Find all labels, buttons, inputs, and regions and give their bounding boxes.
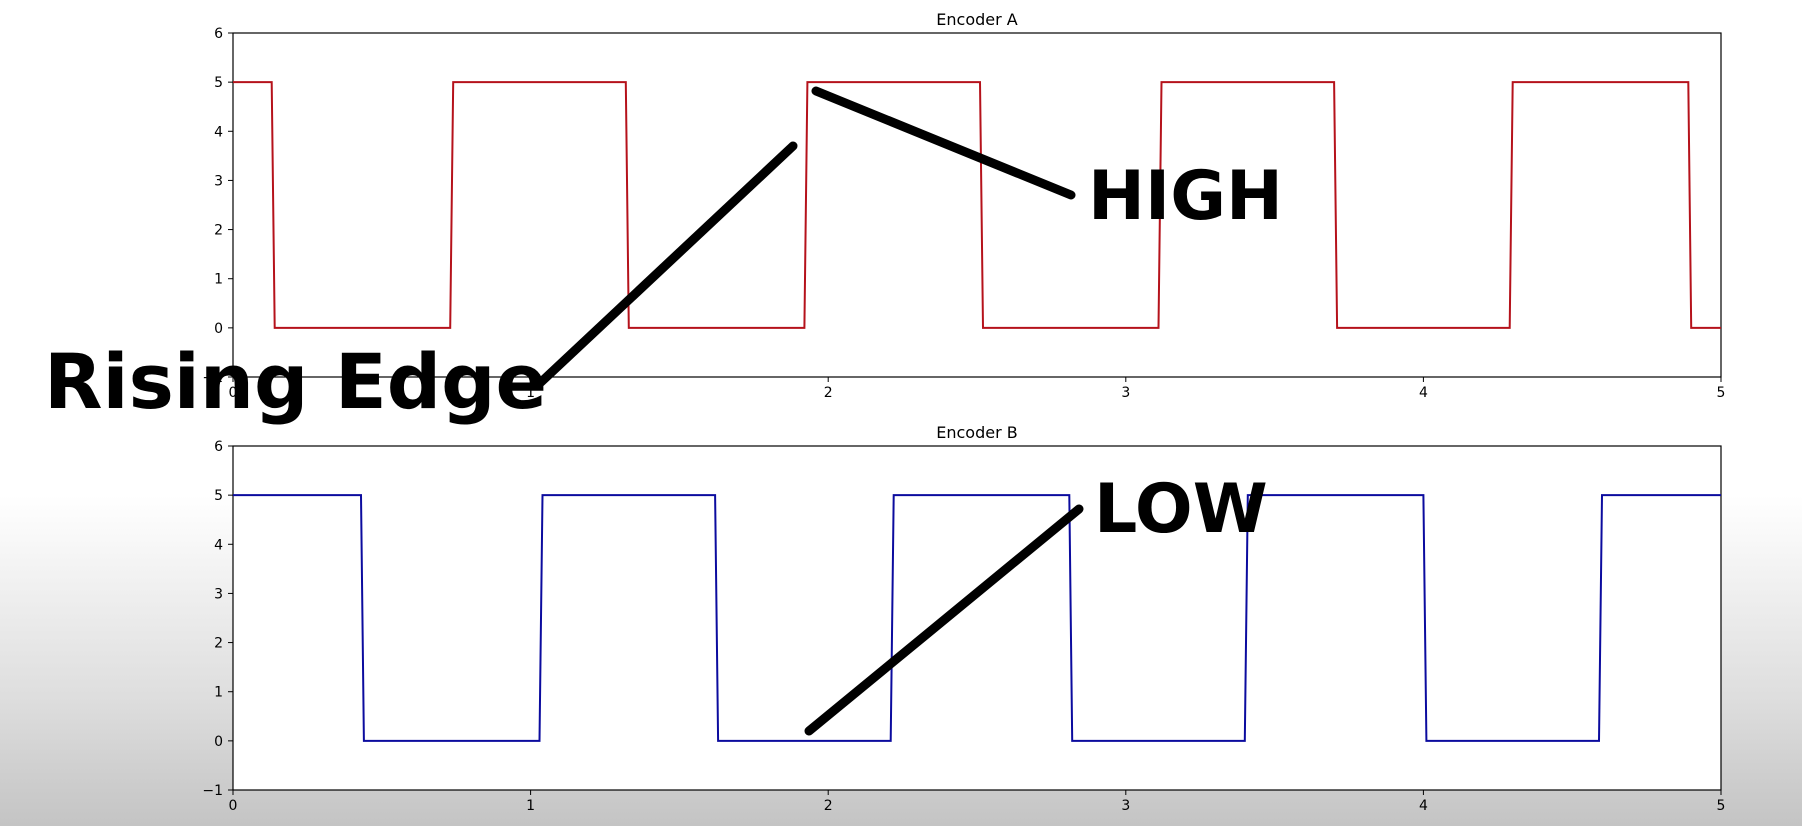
x-tick-label: 5: [1717, 798, 1726, 814]
annotations: Rising Edge HIGH LOW: [44, 86, 1283, 736]
x-tick-label: 2: [824, 798, 833, 814]
y-tick-label: 1: [214, 272, 223, 288]
encoder-b-frame: [232, 445, 1722, 791]
x-tick-label: 4: [1419, 798, 1428, 814]
x-tick-label: 0: [229, 798, 238, 814]
x-tick-label: 5: [1717, 385, 1726, 401]
encoder-a-frame: [232, 32, 1722, 378]
y-tick-label: 6: [214, 439, 223, 455]
y-tick-label: −1: [202, 370, 223, 386]
x-tick-label: 3: [1121, 798, 1130, 814]
x-tick-label: 4: [1419, 385, 1428, 401]
y-tick-label: 2: [214, 636, 223, 652]
encoder-b-plot: Encoder B 0 1 2 3 4 5 −1 0 1 2 3 4 5 6: [202, 423, 1725, 814]
low-pointer: [804, 504, 1084, 736]
encoder-b-title: Encoder B: [936, 423, 1017, 442]
high-label: HIGH: [1088, 157, 1283, 236]
y-tick-label: 4: [214, 124, 223, 140]
x-tick-label: 3: [1121, 385, 1130, 401]
rising-edge-pointer: [534, 141, 798, 389]
rising-edge-label: Rising Edge: [44, 337, 547, 426]
y-tick-label: 4: [214, 537, 223, 553]
x-tick-label: 0: [229, 385, 238, 401]
encoder-a-title: Encoder A: [936, 10, 1018, 29]
low-label: LOW: [1094, 470, 1268, 549]
y-tick-label: 5: [214, 488, 223, 504]
encoder-b-signal-line: [233, 494, 1721, 742]
y-tick-label: 2: [214, 223, 223, 239]
encoder-a-signal-line: [233, 81, 1721, 329]
y-tick-label: 0: [214, 734, 223, 750]
y-tick-label: 1: [214, 685, 223, 701]
x-tick-label: 2: [824, 385, 833, 401]
y-tick-label: 6: [214, 26, 223, 42]
encoder-a-plot: Encoder A 0 1 2 3 4 5 −1 0 1 2 3 4 5 6: [202, 10, 1725, 401]
high-pointer: [811, 86, 1076, 200]
x-tick-label: 1: [526, 798, 535, 814]
y-tick-label: 0: [214, 321, 223, 337]
y-tick-label: −1: [202, 783, 223, 799]
y-tick-label: 3: [214, 173, 223, 189]
y-tick-label: 5: [214, 75, 223, 91]
y-tick-label: 3: [214, 586, 223, 602]
x-tick-label: 1: [526, 385, 535, 401]
